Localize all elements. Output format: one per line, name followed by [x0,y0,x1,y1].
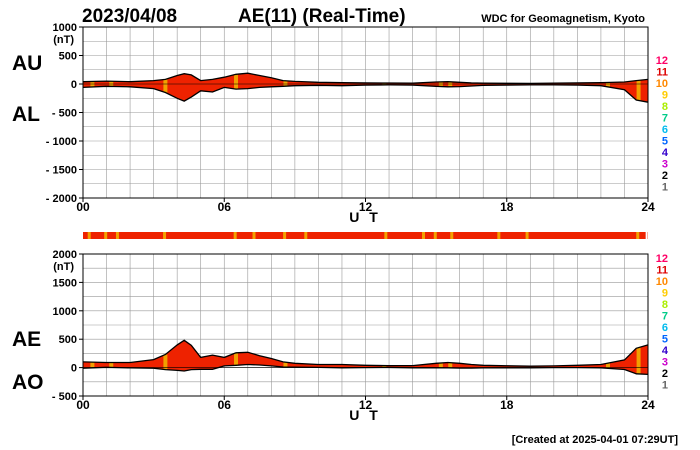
source-label: WDC for Geomagnetism, Kyoto [481,13,645,25]
station-count-label: 1 [662,380,668,392]
x-tick-label: 24 [641,398,655,412]
partial-coverage-stripe [605,363,610,369]
coverage-strip-segment [283,232,287,239]
partial-coverage-stripe [163,79,168,93]
partial-coverage-stripe [163,354,168,370]
coverage-strip-segment [422,232,425,239]
chart-title: AE(11) (Real-Time) [238,6,406,27]
x-tick-label: 18 [500,398,514,412]
station-count-label: 1 [662,182,668,194]
y-tick-label: 1000 [53,22,77,34]
partial-coverage-stripe [382,365,387,368]
series-label-al: AL [12,103,40,126]
partial-coverage-stripe [636,80,641,101]
station-count-label: 9 [662,288,668,300]
partial-coverage-stripe [234,74,239,90]
station-count-label: 3 [662,357,668,369]
band-fill [83,73,648,103]
station-count-label: 5 [662,136,668,148]
y-tick-label: - 1000 [46,136,77,148]
station-count-label: 2 [662,368,668,380]
coverage-strip-segment [433,232,437,239]
ylabel-bottom: (nT) [53,261,74,273]
xlabel-top: U T [349,209,381,225]
x-tick-label: 12 [359,200,373,214]
coverage-strip-segment [87,232,91,239]
station-count-label: 9 [662,90,668,102]
station-count-label: 7 [662,311,668,323]
series-label-ao: AO [12,371,44,394]
x-tick-label: 00 [76,200,90,214]
station-count-label: 8 [662,299,668,311]
ylabel-top: (nT) [53,34,74,46]
date-label: 2023/04/08 [82,6,177,27]
y-tick-label: - 500 [52,391,77,403]
series-line-ae [82,339,649,367]
station-count-label: 4 [662,147,669,159]
partial-coverage-stripe [448,81,453,87]
y-tick-label: 2000 [53,249,77,261]
coverage-strip-segment [233,232,237,239]
y-tick-label: 0 [71,79,77,91]
coverage-strip-segment [525,232,529,239]
station-count-label: 5 [662,334,668,346]
x-tick-label: 00 [76,398,90,412]
partial-coverage-stripe [90,362,95,368]
coverage-strip-segment [304,232,308,239]
series-label-ae: AE [12,328,41,351]
station-count-label: 11 [656,67,668,79]
station-count-label: 6 [662,322,668,334]
x-tick-label: 18 [500,200,514,214]
coverage-strip [83,232,648,239]
series-line-au [82,72,649,85]
y-tick-label: - 2000 [46,193,77,205]
partial-coverage-stripe [234,352,239,366]
coverage-strip-segment [252,232,256,239]
coverage-strip-segment [104,232,108,239]
station-count-label: 10 [656,78,668,90]
series-label-au: AU [12,52,42,75]
station-count-label: 2 [662,170,668,182]
station-count-label: 12 [656,253,668,265]
coverage-strip-gap [645,232,648,239]
coverage-strip-segment [497,232,501,239]
coverage-strip-segment [115,232,119,239]
station-count-label: 6 [662,124,668,136]
y-tick-label: 1500 [53,277,77,289]
partial-coverage-stripe [283,80,288,87]
y-tick-label: 0 [71,363,77,375]
y-tick-label: 500 [59,334,77,346]
partial-coverage-stripe [448,362,453,368]
y-tick-label: - 500 [52,108,77,120]
partial-coverage-stripe [109,362,114,368]
x-tick-label: 12 [359,398,373,412]
y-tick-label: 500 [59,51,77,63]
station-count-label: 7 [662,113,668,125]
coverage-strip-segment [636,232,640,239]
partial-coverage-stripe [438,362,443,368]
station-count-label: 10 [656,276,668,288]
xlabel-bottom: U T [349,407,381,423]
y-tick-label: 1000 [53,306,77,318]
coverage-strip-segment [384,232,388,239]
coverage-strip-segment [450,232,454,239]
x-tick-label: 24 [641,200,655,214]
station-count-label: 3 [662,159,668,171]
partial-coverage-stripe [636,347,641,374]
station-count-label: 8 [662,101,668,113]
station-count-label: 4 [662,345,669,357]
x-tick-label: 06 [218,200,232,214]
y-tick-label: - 1500 [46,165,77,177]
station-count-label: 11 [656,265,668,277]
partial-coverage-stripe [605,82,610,87]
series-line-al [82,84,649,103]
station-count-label: 12 [656,55,668,67]
x-tick-label: 06 [218,398,232,412]
coverage-strip-segment [163,232,167,239]
created-label: [Created at 2025-04-01 07:29UT] [512,434,679,446]
partial-coverage-stripe [283,362,288,368]
